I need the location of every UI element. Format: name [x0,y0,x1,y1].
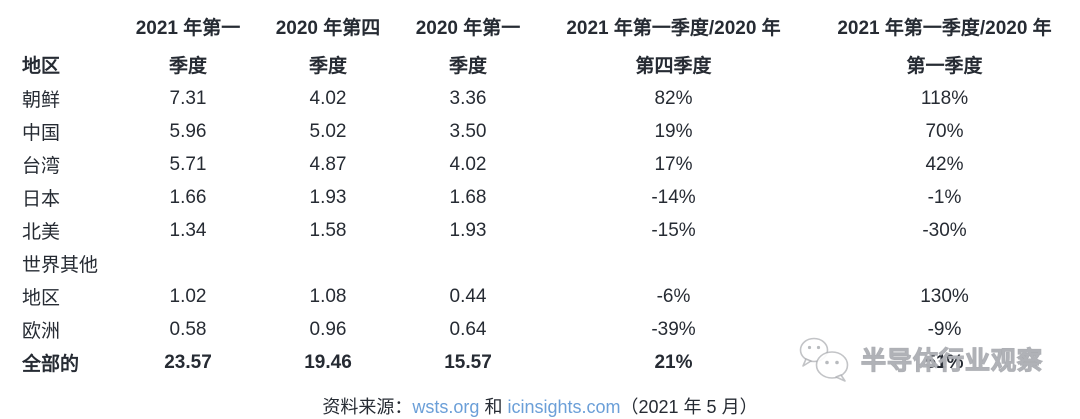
change-yoy-cell: 70% [925,120,964,142]
header-2021q1-line1: 2021 年第一 [135,17,241,39]
table-row: 地区 1.02 1.08 0.44 -6% 130% [0,280,1080,313]
header-2020q4-line1: 2020 年第四 [275,17,381,39]
value-2020q1-cell: 0.44 [449,285,487,307]
change-yoy-cell: 130% [920,285,969,307]
change-yoy-cell: 42% [925,153,964,175]
value-2020q4-cell: 5.02 [309,120,347,142]
table-header: 2021 年第一 2020 年第四 2020 年第一 2021 年第一季度/20… [0,6,1080,82]
change-qoq-cell [538,247,809,280]
header-region: 地区 [22,55,61,77]
change-yoy-cell [809,247,1080,280]
change-yoy-cell: -30% [922,219,967,241]
region-cell: 中国 [22,123,61,144]
change-yoy-cell: -9% [927,318,962,340]
header-qoq-line2: 第四季度 [635,55,712,77]
region-cell: 欧洲 [22,321,61,342]
region-cell: 台湾 [22,156,61,177]
caption-prefix: 资料来源： [322,397,413,417]
table-row: 世界其他 [0,247,1080,280]
value-2020q4-cell: 0.96 [309,318,347,340]
value-2021q1-cell: 1.02 [169,285,207,307]
value-2021q1-cell [118,247,258,280]
change-qoq-cell: -6% [656,285,691,307]
change-yoy-cell: 118% [920,87,969,109]
change-qoq-cell: 17% [654,153,693,175]
caption-link-1[interactable]: wsts.org [412,397,480,417]
table-row: 日本 1.66 1.93 1.68 -14% -1% [0,181,1080,214]
header-2021q1-line2: 季度 [168,55,207,77]
value-2021q1-cell: 7.31 [169,87,207,109]
value-2020q1-cell: 1.93 [449,219,487,241]
page-root: { "page": { "background_color": "#ffffff… [0,6,1080,417]
header-2020q4-line2: 季度 [308,55,347,77]
change-yoy-cell: -1% [927,186,962,208]
data-table: 2021 年第一 2020 年第四 2020 年第一 2021 年第一季度/20… [0,6,1080,379]
table-row: 全部的 23.57 19.46 15.57 21% 51% [0,346,1080,379]
value-2020q4-cell: 19.46 [304,351,352,373]
value-2021q1-cell: 5.96 [169,120,207,142]
header-row-2: 地区 季度 季度 季度 第四季度 第一季度 [0,46,1080,82]
table-row: 北美 1.34 1.58 1.93 -15% -30% [0,214,1080,247]
header-2020q1-line1: 2020 年第一 [415,17,521,39]
change-qoq-cell: -15% [651,219,696,241]
region-cell: 北美 [22,222,61,243]
value-2021q1-cell: 0.58 [169,318,207,340]
region-cell: 朝鲜 [22,90,61,111]
header-2020q1-line2: 季度 [448,55,487,77]
value-2020q1-cell: 1.68 [449,186,487,208]
table-row: 朝鲜 7.31 4.02 3.36 82% 118% [0,82,1080,115]
value-2020q4-cell: 1.08 [309,285,347,307]
change-qoq-cell: -14% [651,186,696,208]
value-2020q1-cell: 3.36 [449,87,487,109]
value-2021q1-cell: 1.34 [169,219,207,241]
value-2020q4-cell [258,247,398,280]
region-cell: 全部的 [22,354,80,375]
value-2020q4-cell: 1.93 [309,186,347,208]
value-2020q1-cell: 4.02 [449,153,487,175]
value-2020q4-cell: 4.87 [309,153,347,175]
caption-conjunction: 和 [479,397,508,417]
change-qoq-cell: 21% [654,351,693,373]
header-yoy-line1: 2021 年第一季度/2020 年 [837,17,1052,39]
change-yoy-cell: 51% [925,351,964,373]
change-qoq-cell: 19% [654,120,693,142]
header-region-spacer [0,6,118,46]
region-cell: 日本 [22,189,61,210]
value-2020q1-cell: 15.57 [444,351,492,373]
table-row: 欧洲 0.58 0.96 0.64 -39% -9% [0,313,1080,346]
value-2020q1-cell: 3.50 [449,120,487,142]
caption-link-2[interactable]: icinsights.com [507,397,621,417]
value-2020q4-cell: 1.58 [309,219,347,241]
value-2021q1-cell: 5.71 [169,153,207,175]
source-caption: 资料来源：wsts.org 和 icinsights.com（2021 年 5 … [0,393,1080,419]
value-2021q1-cell: 23.57 [164,351,212,373]
change-qoq-cell: -39% [651,318,696,340]
header-qoq-line1: 2021 年第一季度/2020 年 [566,17,781,39]
table-body: 朝鲜 7.31 4.02 3.36 82% 118% 中国 5.96 5.02 … [0,82,1080,379]
region-cell: 世界其他 [22,255,99,276]
region-cell: 地区 [22,288,61,309]
value-2020q4-cell: 4.02 [309,87,347,109]
value-2021q1-cell: 1.66 [169,186,207,208]
caption-suffix: （2021 年 5 月） [620,397,758,417]
value-2020q1-cell [398,247,538,280]
table-row: 中国 5.96 5.02 3.50 19% 70% [0,115,1080,148]
change-qoq-cell: 82% [654,87,693,109]
header-yoy-line2: 第一季度 [906,55,983,77]
table-row: 台湾 5.71 4.87 4.02 17% 42% [0,148,1080,181]
header-row-1: 2021 年第一 2020 年第四 2020 年第一 2021 年第一季度/20… [0,6,1080,46]
value-2020q1-cell: 0.64 [449,318,487,340]
